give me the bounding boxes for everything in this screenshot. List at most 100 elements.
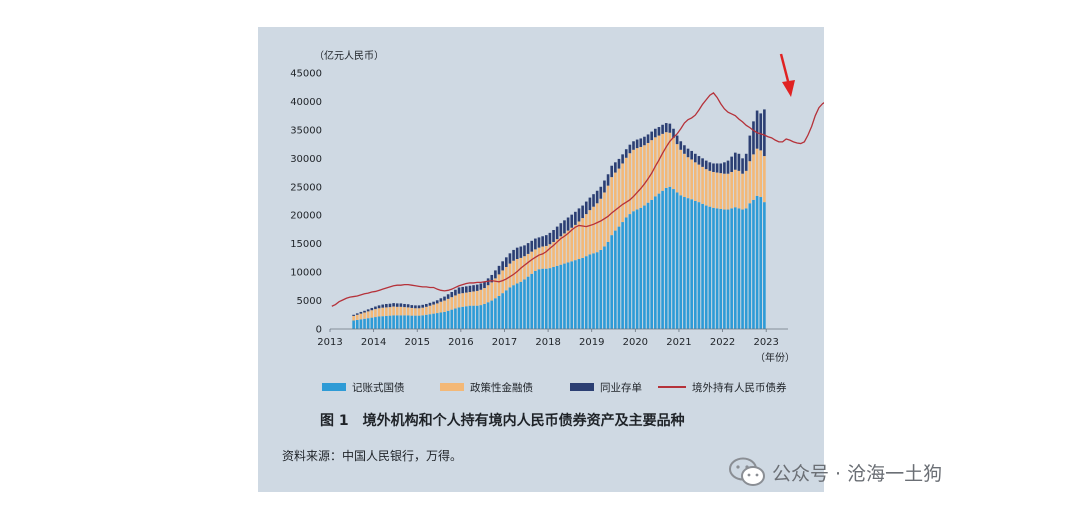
x-tick-label: 2013 <box>317 337 342 348</box>
bar-treasury <box>534 270 537 329</box>
bar-policy-bank <box>544 245 548 269</box>
bar-ncd <box>606 174 610 186</box>
bar-treasury <box>352 320 355 329</box>
bar-policy-bank <box>628 153 632 215</box>
bar-treasury <box>490 300 494 329</box>
bar-treasury <box>395 315 399 329</box>
bar-treasury <box>657 193 661 329</box>
x-axis-label: （年份） <box>755 351 795 364</box>
bar-policy-bank <box>541 246 544 269</box>
bar-ncd <box>363 310 366 313</box>
bar-policy-bank <box>712 171 715 208</box>
bar-ncd <box>548 232 552 245</box>
bar-ncd <box>581 205 584 219</box>
bar-treasury <box>359 319 363 329</box>
bar-treasury <box>417 315 421 329</box>
bar-ncd <box>603 180 606 193</box>
x-tick-label: 2017 <box>492 337 517 348</box>
bar-treasury <box>403 315 406 329</box>
legend-swatch-policy-bank <box>440 383 464 391</box>
bar-treasury <box>610 235 614 329</box>
bar-ncd <box>723 162 726 174</box>
bar-ncd <box>635 139 639 149</box>
bar-ncd <box>577 208 581 222</box>
bar-policy-bank <box>465 292 468 307</box>
y-tick-label: 5000 <box>297 296 322 307</box>
y-tick-label: 40000 <box>290 97 322 108</box>
bar-policy-bank <box>512 260 515 286</box>
y-axis: 0 5000 10000 15000 20000 25000 30000 35000 40000… <box>290 69 322 336</box>
bar-treasury <box>632 211 635 329</box>
bar-policy-bank <box>752 154 755 200</box>
bar-ncd <box>359 311 363 314</box>
bar-policy-bank <box>381 307 385 317</box>
bar-ncd <box>599 186 603 199</box>
bar-treasury <box>435 313 439 329</box>
bar-series <box>352 109 766 329</box>
legend-swatch-ncd <box>570 383 594 391</box>
bar-ncd <box>446 294 450 299</box>
bar-ncd <box>566 217 570 231</box>
bar-treasury <box>599 249 603 329</box>
bar-treasury <box>381 316 385 329</box>
bar-ncd <box>468 285 472 293</box>
bar-treasury <box>508 287 512 329</box>
bar-ncd <box>504 257 508 267</box>
bar-policy-bank <box>741 173 744 210</box>
legend-item-policy-bank: 政策性金融债 <box>440 379 533 395</box>
bar-ncd <box>737 153 741 171</box>
bar-policy-bank <box>704 169 708 206</box>
bar-policy-bank <box>617 168 621 227</box>
bar-policy-bank <box>683 153 686 198</box>
bar-treasury <box>686 198 690 329</box>
bar-ncd <box>672 128 675 138</box>
bar-ncd <box>661 124 664 134</box>
bar-policy-bank <box>595 203 599 253</box>
bar-ncd <box>664 123 668 133</box>
bar-treasury <box>497 296 501 329</box>
bar-policy-bank <box>461 293 464 307</box>
bar-policy-bank <box>425 306 428 315</box>
y-tick-label: 35000 <box>290 125 322 136</box>
watermark: 公众号 · 沧海一土狗 <box>728 456 942 488</box>
bar-ncd <box>748 135 752 162</box>
bar-treasury <box>726 209 730 329</box>
bar-ncd <box>428 302 432 306</box>
bar-policy-bank <box>719 173 723 209</box>
bar-treasury <box>494 298 497 329</box>
bar-ncd <box>719 163 723 174</box>
x-tick-label: 2014 <box>361 337 386 348</box>
x-tick-label: 2015 <box>405 337 430 348</box>
bar-treasury <box>377 316 381 329</box>
bar-policy-bank <box>439 301 443 313</box>
bar-ncd <box>654 128 657 138</box>
bar-policy-bank <box>428 305 432 315</box>
bar-policy-bank <box>403 307 406 316</box>
bar-treasury <box>519 281 523 329</box>
bar-ncd <box>519 246 523 258</box>
bar-policy-bank <box>650 140 653 200</box>
bar-treasury <box>581 257 584 329</box>
bar-treasury <box>486 302 490 329</box>
bar-ncd <box>686 148 690 158</box>
bar-policy-bank <box>643 145 646 206</box>
bar-policy-bank <box>526 253 530 277</box>
bar-policy-bank <box>715 172 719 209</box>
bar-ncd <box>690 150 693 160</box>
bar-ncd <box>646 134 650 143</box>
bar-ncd <box>683 145 686 154</box>
bar-policy-bank <box>472 291 475 306</box>
bar-ncd <box>733 152 737 170</box>
bar-ncd <box>588 197 592 211</box>
bar-ncd <box>512 249 515 261</box>
bar-ncd <box>414 305 417 309</box>
bar-treasury <box>712 207 715 329</box>
bar-policy-bank <box>581 218 584 258</box>
bar-ncd <box>497 265 501 275</box>
bar-policy-bank <box>479 289 483 306</box>
bar-ncd <box>355 313 359 315</box>
bar-treasury <box>748 203 752 329</box>
bar-policy-bank <box>599 198 603 250</box>
bar-treasury <box>475 305 479 329</box>
bar-ncd <box>501 261 504 271</box>
